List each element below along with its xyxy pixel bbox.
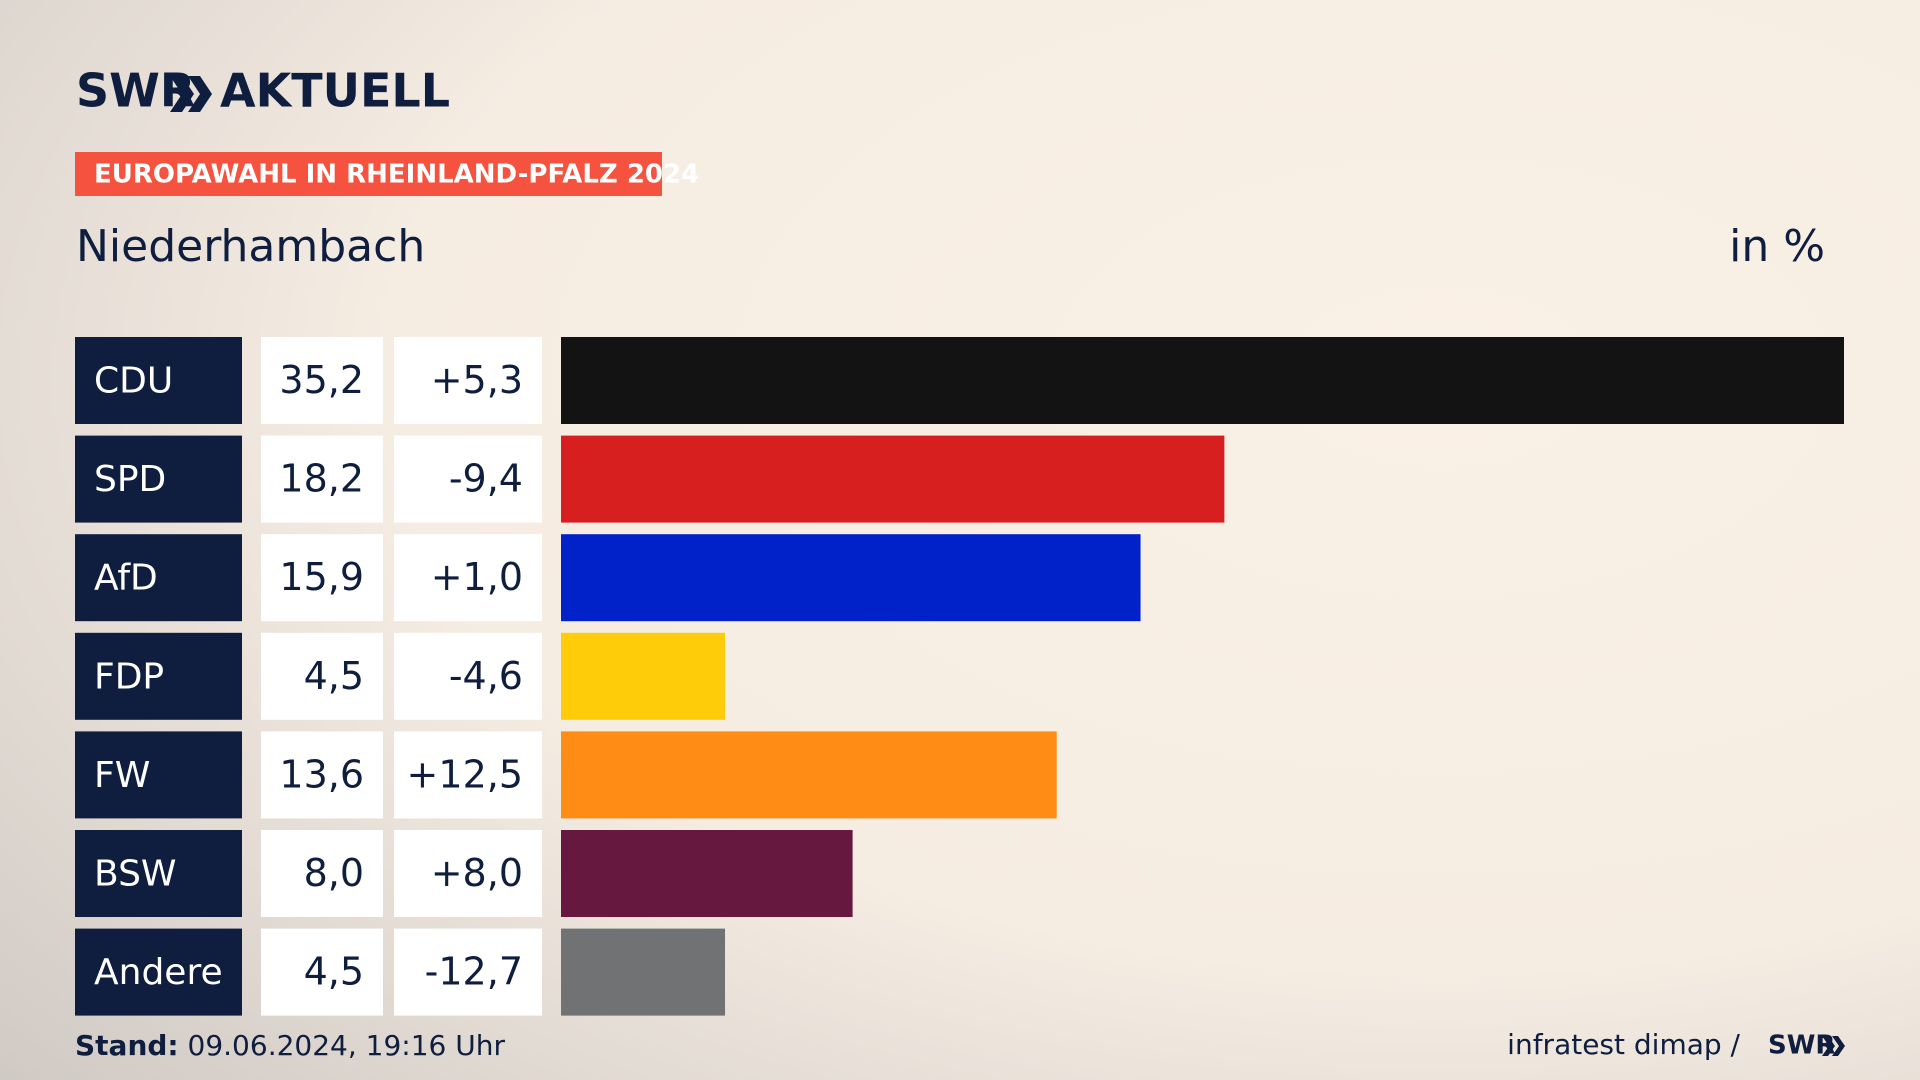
bar	[561, 928, 726, 1016]
party-box	[75, 928, 242, 1016]
value-label: 8,0	[304, 851, 364, 895]
source-chevrons	[1822, 1036, 1845, 1056]
value-label: 35,2	[279, 358, 364, 402]
party-label: BSW	[94, 854, 177, 895]
footer-date: 09.06.2024, 19:16 Uhr	[188, 1029, 506, 1062]
party-label: CDU	[94, 361, 173, 402]
change-label: +1,0	[431, 555, 523, 599]
brand-suffix: AKTUELL	[220, 64, 450, 118]
kicker-box	[75, 152, 662, 196]
bar	[561, 830, 853, 917]
change-label: -4,6	[449, 654, 523, 698]
change-box	[394, 731, 542, 819]
value-label: 15,9	[279, 555, 364, 599]
party-box	[75, 337, 242, 424]
change-label: +12,5	[407, 752, 523, 796]
brand-chevrons	[170, 76, 212, 112]
party-label: FW	[94, 755, 150, 796]
party-box	[75, 830, 242, 917]
bar	[561, 632, 726, 720]
party-box	[75, 534, 242, 622]
footer: Stand: 09.06.2024, 19:16 Uhr	[75, 1029, 505, 1062]
chart-title: Niederhambach	[76, 221, 425, 272]
party-box	[75, 435, 242, 523]
value-label: 4,5	[304, 950, 364, 994]
bar	[561, 731, 1057, 819]
value-box	[261, 928, 383, 1016]
value-box	[261, 534, 383, 622]
change-box	[394, 632, 542, 720]
value-box	[261, 731, 383, 819]
value-label: 4,5	[304, 654, 364, 698]
kicker: EUROPAWAHL IN RHEINLAND-PFALZ 2024	[94, 160, 699, 190]
party-label: Andere	[94, 952, 223, 993]
bar	[561, 435, 1225, 523]
footer-label: Stand:	[75, 1029, 179, 1062]
change-label: +5,3	[431, 358, 523, 402]
change-box	[394, 337, 542, 424]
party-box	[75, 632, 242, 720]
value-label: 13,6	[279, 752, 364, 796]
party-label: SPD	[94, 459, 166, 500]
party-label: FDP	[94, 656, 164, 697]
value-box	[261, 435, 383, 523]
party-box	[75, 731, 242, 819]
change-label: +8,0	[431, 851, 523, 895]
value-box	[261, 830, 383, 917]
change-label: -9,4	[449, 457, 523, 501]
change-box	[394, 830, 542, 917]
unit-label: in %	[1729, 221, 1825, 272]
value-box	[261, 337, 383, 424]
bar	[561, 534, 1141, 622]
change-box	[394, 928, 542, 1016]
value-box	[261, 632, 383, 720]
value-label: 18,2	[279, 457, 364, 501]
bar	[561, 337, 1844, 424]
source: infratest dimap /	[1507, 1028, 1740, 1061]
change-box	[394, 534, 542, 622]
party-label: AfD	[94, 558, 158, 599]
change-label: -12,7	[425, 950, 523, 994]
change-box	[394, 435, 542, 523]
